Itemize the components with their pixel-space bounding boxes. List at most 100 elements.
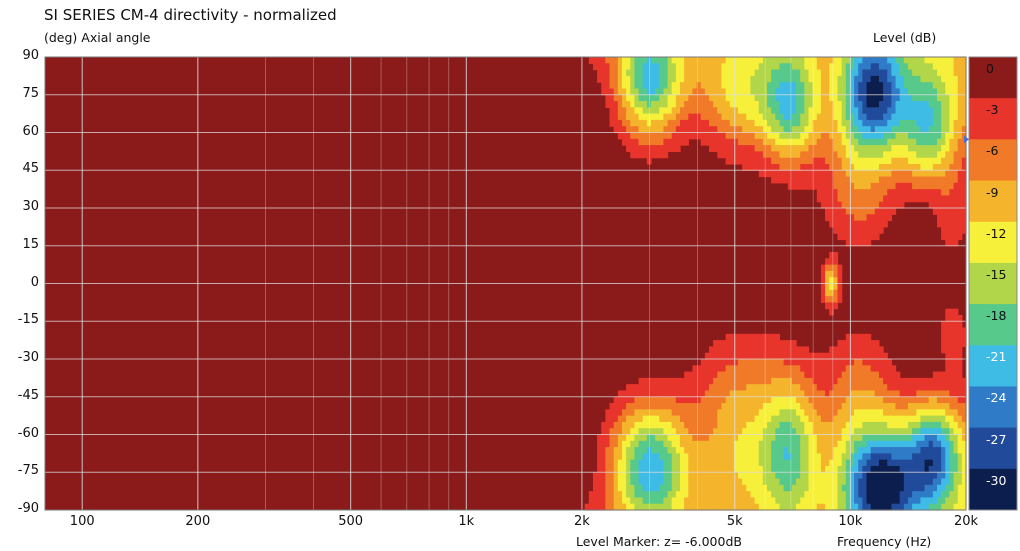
heatmap-cell [845,170,851,178]
heatmap-cell [907,157,913,165]
heatmap-cell [779,132,785,140]
heatmap-cell [874,94,880,102]
heatmap-cell [845,94,851,102]
heatmap-cell [746,377,752,385]
heatmap-cell [820,390,826,398]
heatmap-cell [928,447,934,454]
heatmap-cell [796,126,801,134]
heatmap-cell [953,434,959,442]
heatmap-cell [883,403,888,410]
heatmap-cell [738,101,743,108]
heatmap-cell [762,57,768,64]
heatmap-cell [895,390,901,398]
heatmap-cell [837,170,843,178]
heatmap-cell [721,63,727,71]
heatmap-cell [733,409,739,417]
heatmap-cell [949,163,955,171]
heatmap-cell [862,459,868,467]
heatmap-cell [613,428,619,436]
heatmap-cell [758,94,764,102]
heatmap-cell [837,145,843,152]
heatmap-cell [961,157,967,165]
heatmap-cell [613,440,619,448]
heatmap-cell [858,428,863,436]
heatmap-cell [820,396,826,404]
heatmap-cell [696,503,702,511]
heatmap-cell [833,176,839,184]
heatmap-cell [684,409,689,417]
heatmap-cell [874,195,880,203]
heatmap-cell [924,75,930,83]
heatmap-cell [858,434,863,442]
heatmap-cell [854,82,859,90]
heatmap-cell [725,63,731,71]
heatmap-cell [601,503,606,511]
heatmap-cell [862,390,868,398]
heatmap-cell [841,503,847,511]
heatmap-cell [804,94,810,102]
heatmap-cell [713,472,718,480]
heatmap-cell [883,57,888,64]
heatmap-cell [692,132,698,140]
heatmap-cell [874,82,880,90]
heatmap-cell [837,214,843,222]
heatmap-cell [837,453,843,461]
heatmap-cell [887,491,892,499]
heatmap-cell [916,176,921,184]
heatmap-cell [754,384,760,392]
heatmap-cell [746,440,752,448]
heatmap-cell [688,503,694,511]
heatmap-cell [932,428,938,436]
heatmap-cell [605,63,611,71]
heatmap-cell [936,119,942,127]
heatmap-cell [887,170,892,178]
heatmap-cell [932,163,938,171]
heatmap-cell [854,208,859,215]
heatmap-cell [630,151,636,159]
heatmap-cell [775,163,781,171]
heatmap-cell [700,57,706,64]
heatmap-cell [891,145,897,152]
heatmap-cell [696,472,702,480]
heatmap-cell [833,346,839,354]
heatmap-cell [775,82,781,90]
heatmap-cell [609,447,615,454]
heatmap-cell [858,409,863,417]
heatmap-cell [680,94,685,102]
x-tick-label: 100 [69,514,95,529]
heatmap-cell [928,176,934,184]
heatmap-cell [729,478,735,486]
heatmap-cell [630,63,636,71]
heatmap-cell [833,421,839,429]
heatmap-cell [829,409,834,417]
heatmap-cell [634,409,640,417]
heatmap-cell [862,113,868,121]
heatmap-cell [912,459,917,467]
heatmap-cell [771,491,776,499]
heatmap-cell [713,384,718,392]
heatmap-cell [891,478,897,486]
heatmap-cell [675,119,681,127]
heatmap-cell [870,447,876,454]
heatmap-cell [808,107,814,115]
heatmap-cell [733,75,739,83]
heatmap-cell [692,503,698,511]
heatmap-cell [961,447,967,454]
heatmap-cell [617,57,623,64]
heatmap-cell [621,57,627,64]
heatmap-cell [874,126,880,134]
heatmap-cell [895,440,901,448]
heatmap-cell [767,145,772,152]
heatmap-cell [750,333,756,341]
heatmap-cell [754,126,760,134]
heatmap-cell [941,208,946,215]
heatmap-cell [667,472,673,480]
heatmap-cell [878,365,884,373]
heatmap-cell [638,440,644,448]
heatmap-cell [949,214,955,222]
heatmap-cell [791,346,797,354]
heatmap-cell [961,340,967,348]
heatmap-cell [953,113,959,121]
heatmap-cell [634,447,640,454]
heatmap-cell [907,503,913,511]
